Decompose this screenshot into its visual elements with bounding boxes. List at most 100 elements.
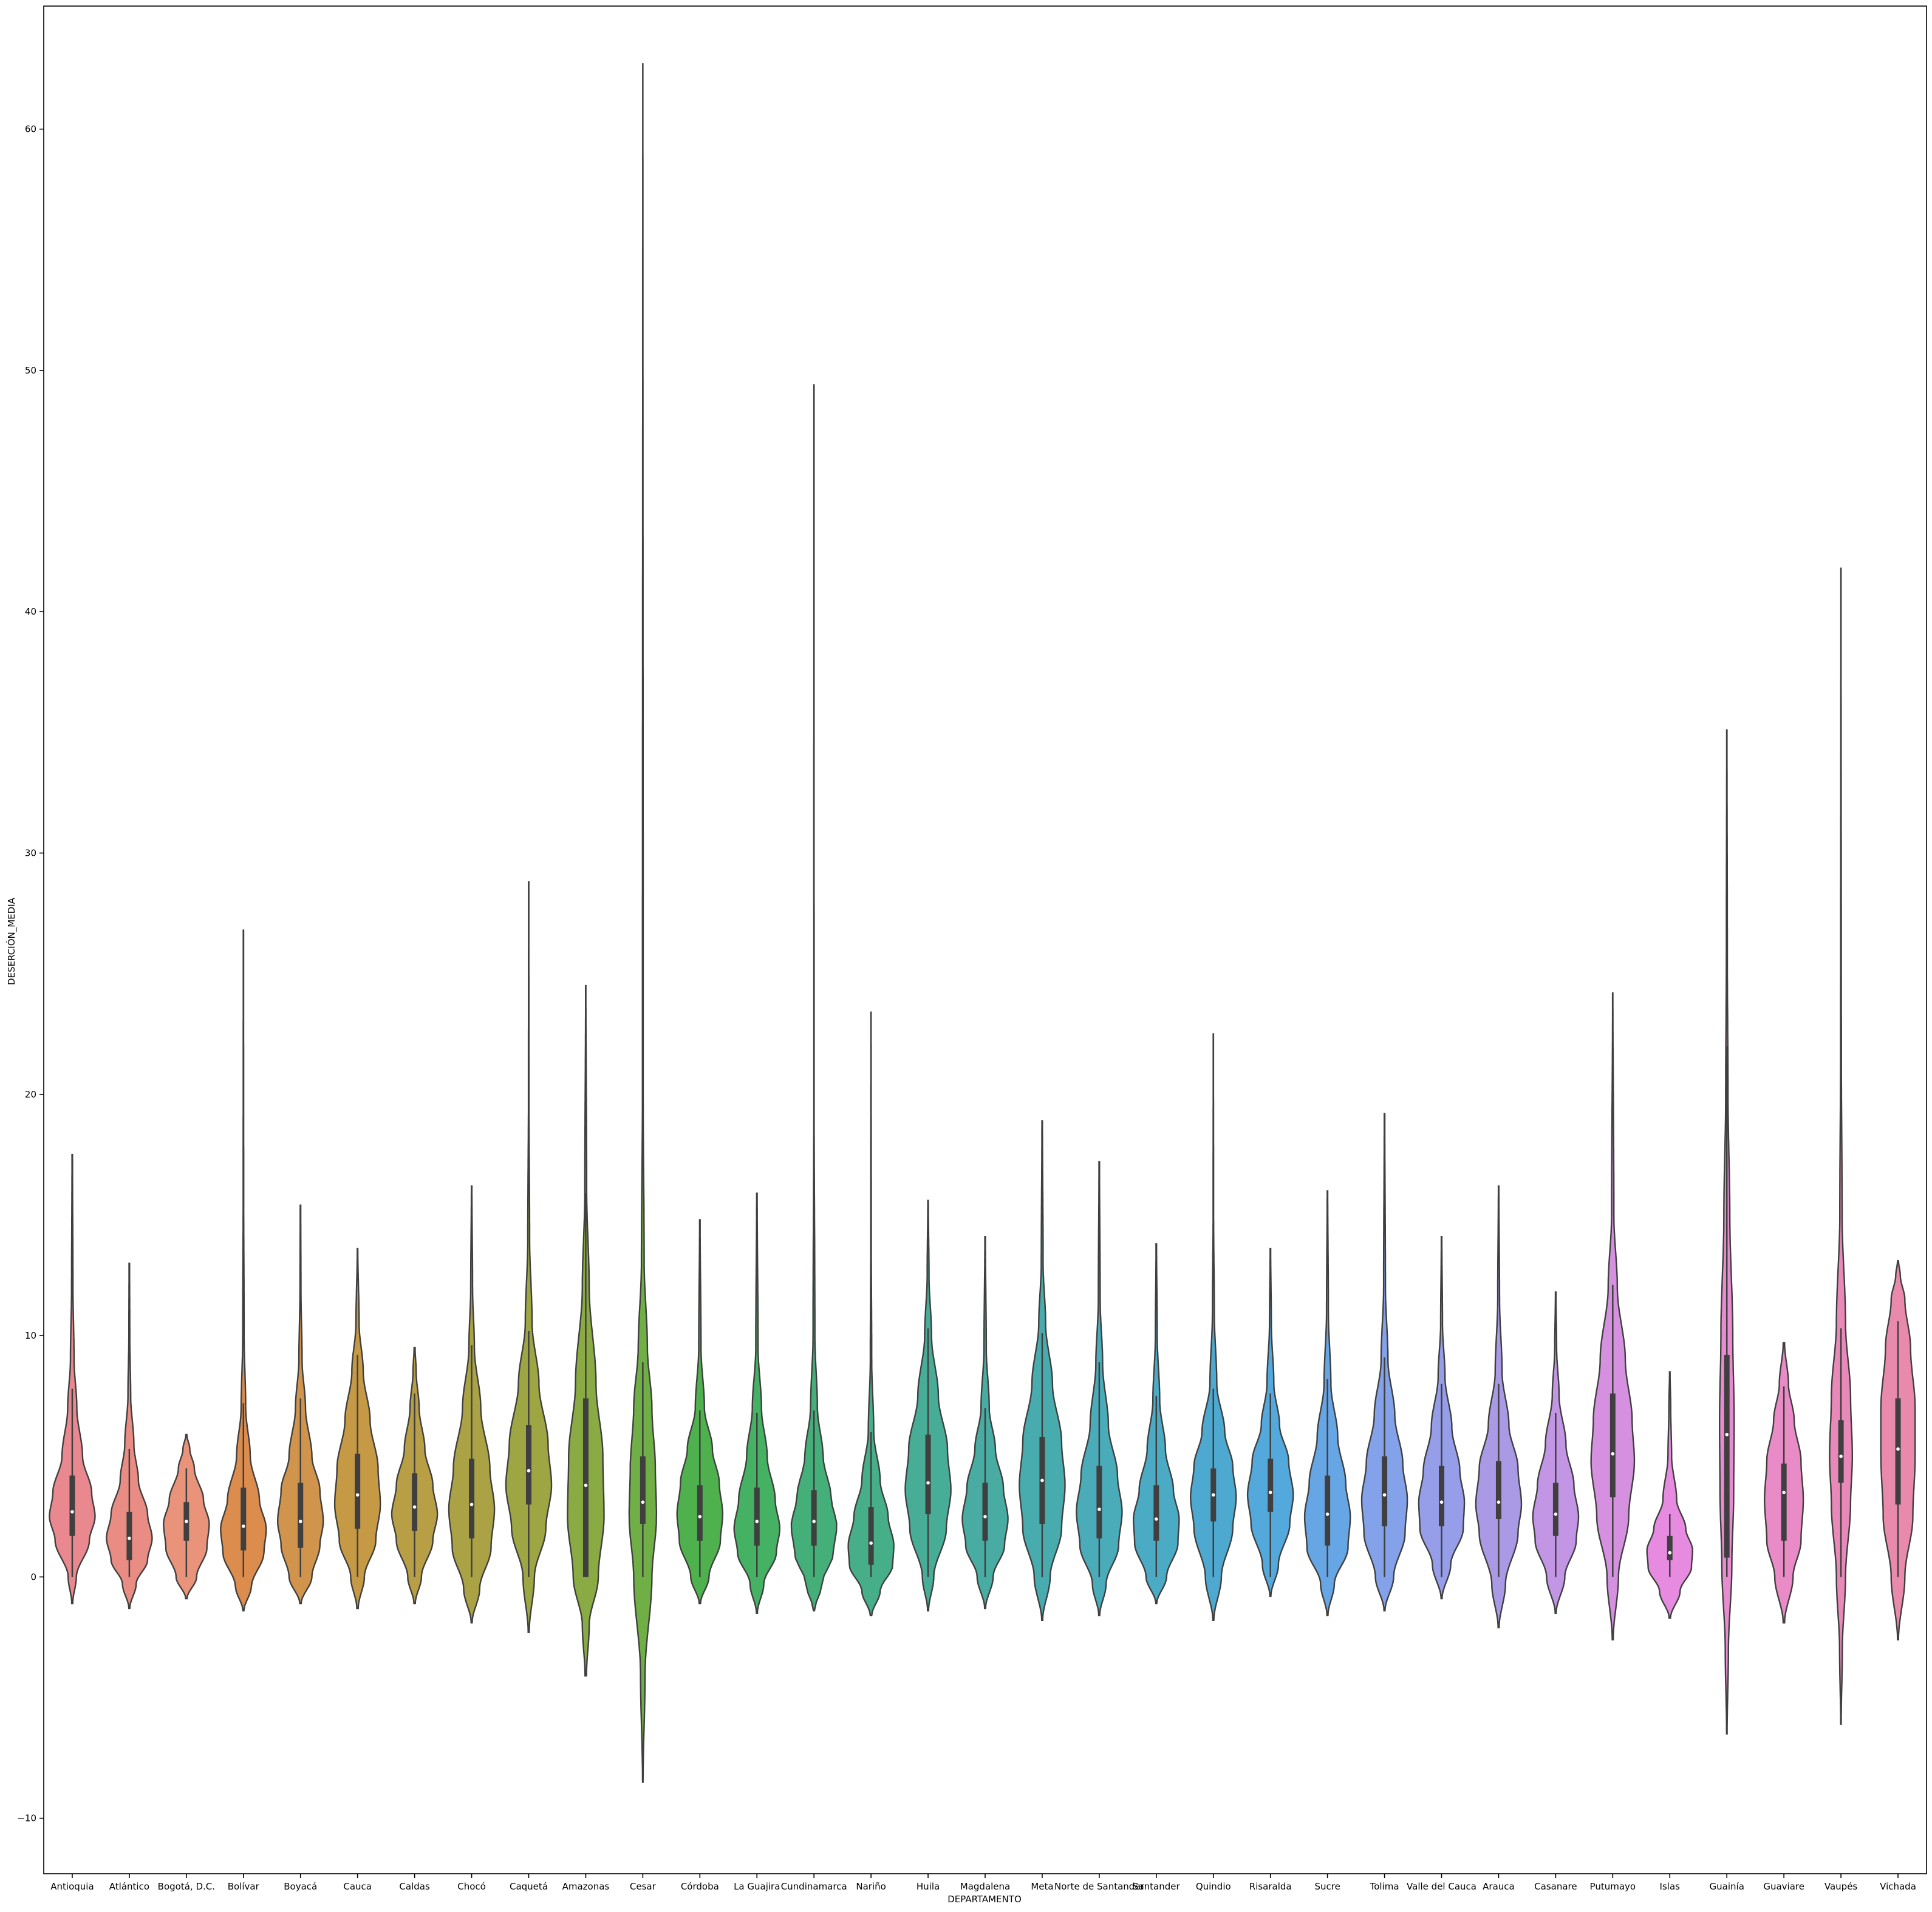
x-tick-label-meta: Meta: [1031, 1881, 1053, 1892]
violin-narino: [847, 1011, 895, 1617]
violin-body: [1829, 567, 1853, 1725]
x-tick-label-vichada: Vichada: [1880, 1881, 1916, 1892]
violin-iqr-box: [982, 1483, 988, 1541]
violin-iqr-box: [1552, 1483, 1558, 1536]
violin-median: [1097, 1507, 1101, 1511]
violin-iqr-box: [525, 1425, 531, 1505]
x-tick-label-putumayo: Putumayo: [1590, 1881, 1636, 1892]
violin-iqr-box: [69, 1475, 75, 1536]
y-tick-label: 30: [25, 847, 36, 858]
violin-iqr-box: [1667, 1535, 1673, 1560]
y-tick-label: 10: [25, 1330, 36, 1341]
x-tick-label-amazonas: Amazonas: [562, 1881, 610, 1892]
violin-putumayo: [1590, 992, 1636, 1641]
violins-layer: [49, 63, 1916, 1783]
violin-median: [241, 1524, 245, 1528]
violin-bogota-d-c: [163, 1433, 210, 1600]
violin-median: [1497, 1500, 1501, 1504]
x-tick-label-la-guajira: La Guajira: [734, 1881, 780, 1892]
violin-median: [584, 1483, 588, 1487]
violin-caldas: [391, 1347, 439, 1605]
y-tick-label: 20: [25, 1089, 36, 1100]
violin-median: [355, 1493, 360, 1497]
y-tick-label: 50: [25, 365, 36, 376]
violin-body: [790, 384, 838, 1612]
violin-iqr-box: [1724, 1354, 1730, 1558]
violin-atlantico: [106, 1262, 153, 1610]
violin-tolima: [1360, 1113, 1408, 1612]
violin-choco: [448, 1185, 496, 1623]
violin-bolivar: [219, 929, 267, 1612]
violin-iqr-box: [1153, 1485, 1159, 1541]
violin-iqr-box: [412, 1473, 418, 1531]
violin-body: [505, 881, 553, 1633]
violin-iqr-box: [1325, 1475, 1331, 1546]
violin-iqr-box: [697, 1485, 703, 1541]
violin-median: [812, 1520, 816, 1523]
x-tick-label-narino: Nariño: [856, 1881, 886, 1892]
violin-arauca: [1475, 1185, 1523, 1628]
x-tick-label-tolima: Tolima: [1370, 1881, 1399, 1892]
x-tick-label-sucre: Sucre: [1314, 1881, 1340, 1892]
violin-iqr-box: [868, 1507, 874, 1565]
violin-iqr-box: [754, 1487, 760, 1546]
violin-iqr-box: [1781, 1463, 1787, 1541]
violin-norte-de-santander: [1076, 1161, 1123, 1617]
violin-guainia: [1719, 729, 1735, 1735]
violin-islas: [1646, 1371, 1693, 1619]
violin-cordoba: [676, 1219, 724, 1605]
violin-median: [641, 1500, 645, 1504]
y-axis-label: DESERCIÓN_MEDIA: [5, 897, 18, 985]
violin-iqr-box: [925, 1434, 931, 1515]
x-tick-label-cundinamarca: Cundinamarca: [781, 1881, 847, 1892]
violin-santander: [1132, 1243, 1180, 1605]
violin-median: [1554, 1512, 1558, 1516]
violin-caqueta: [505, 881, 553, 1633]
violin-body: [1646, 1371, 1693, 1619]
x-tick-label-vaupes: Vaupés: [1824, 1881, 1858, 1892]
x-tick-label-bogota-d-c: Bogotá, D.C.: [158, 1881, 215, 1892]
x-tick-label-antioquia: Antioquia: [50, 1881, 94, 1892]
violin-median: [869, 1541, 873, 1545]
x-tick-label-valle-del-cauca: Valle del Cauca: [1407, 1881, 1476, 1892]
x-tick-label-santander: Santander: [1133, 1881, 1181, 1892]
violin-body: [847, 1011, 895, 1617]
violin-cesar: [628, 63, 658, 1783]
violin-median: [1896, 1447, 1900, 1451]
violin-quindio: [1189, 1033, 1237, 1621]
violin-risaralda: [1246, 1248, 1294, 1597]
violin-median: [1382, 1493, 1387, 1497]
violin-median: [1211, 1493, 1215, 1497]
violin-guaviare: [1764, 1342, 1804, 1623]
violin-amazonas: [567, 985, 605, 1677]
violin-magdalena: [961, 1236, 1009, 1610]
axes-layer: −10 0 10 20 30 40 50 60 Antioquia Atlántico Bogotá…: [17, 5, 1927, 1892]
violin-median: [1155, 1517, 1158, 1521]
violin-vaupes: [1829, 567, 1853, 1725]
x-tick-label-atlantico: Atlántico: [109, 1881, 149, 1892]
violin-iqr-box: [1268, 1458, 1274, 1512]
violin-cauca: [333, 1248, 381, 1610]
violin-body: [219, 929, 267, 1612]
violin-body: [106, 1262, 153, 1610]
violin-median: [755, 1520, 759, 1523]
violin-median: [527, 1469, 531, 1473]
violin-body: [1189, 1033, 1237, 1621]
violin-median: [1839, 1454, 1843, 1458]
violin-iqr-box: [126, 1512, 132, 1560]
x-tick-label-risaralda: Risaralda: [1249, 1881, 1292, 1892]
violin-iqr-box: [1609, 1393, 1616, 1498]
violin-iqr-box: [241, 1487, 247, 1551]
x-tick-label-islas: Islas: [1660, 1881, 1681, 1892]
violin-median: [1439, 1500, 1444, 1504]
x-tick-label-cesar: Cesar: [630, 1881, 657, 1892]
violin-iqr-box: [1096, 1466, 1102, 1538]
violin-iqr-box: [582, 1398, 589, 1577]
violin-median: [1782, 1490, 1786, 1495]
violin-median: [983, 1515, 987, 1518]
violin-iqr-box: [1382, 1456, 1388, 1526]
y-tick-label: 0: [30, 1571, 36, 1582]
violin-body: [49, 1153, 96, 1605]
